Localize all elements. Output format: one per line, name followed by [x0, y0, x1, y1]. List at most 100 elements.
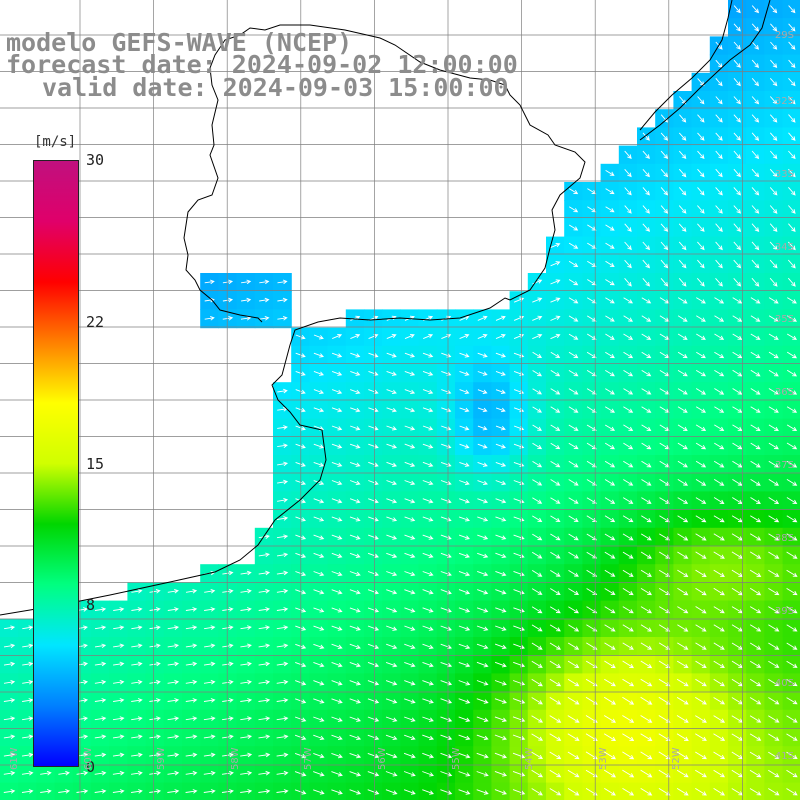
wind-arrow [567, 715, 580, 723]
wind-cell [746, 782, 765, 800]
wind-arrow [331, 352, 343, 358]
wind-arrow [751, 41, 760, 50]
wind-arrow [622, 569, 634, 577]
wind-arrow [367, 589, 379, 595]
wind-cell [782, 764, 800, 784]
wind-cell [728, 782, 747, 800]
wind-arrow [258, 752, 271, 758]
wind-arrow [167, 661, 180, 667]
wind-arrow [550, 388, 561, 395]
wind-arrow [331, 643, 343, 650]
wind-arrow [331, 407, 343, 413]
wind-arrow [768, 442, 779, 450]
wind-cell [782, 0, 800, 19]
wind-arrow [258, 570, 271, 576]
wind-arrow [386, 571, 398, 577]
wind-arrow [697, 259, 705, 269]
wind-arrow [3, 698, 16, 703]
wind-arrow [149, 770, 162, 776]
wind-arrow [750, 442, 761, 450]
wind-arrow [349, 752, 362, 759]
wind-arrow [769, 277, 778, 287]
wind-arrow [532, 370, 543, 377]
wind-arrow [769, 241, 778, 251]
wind-arrow [458, 534, 470, 540]
wind-arrow [586, 315, 597, 322]
wind-arrow [331, 625, 343, 631]
wind-arrow [587, 279, 597, 286]
wind-arrow [549, 624, 561, 632]
wind-arrow [622, 515, 634, 523]
wind-arrow [715, 150, 723, 160]
wind-arrow [404, 333, 415, 340]
wind-arrow [294, 771, 307, 777]
wind-arrow [786, 788, 798, 796]
wind-arrow [640, 642, 653, 650]
wind-arrow [404, 734, 416, 741]
wind-arrow [113, 679, 125, 685]
wind-arrow [149, 789, 162, 794]
wind-arrow [367, 734, 380, 741]
wind-arrow [368, 352, 379, 358]
wind-arrow [713, 642, 725, 650]
wind-arrow [440, 643, 452, 650]
wind-arrow [295, 498, 306, 504]
wind-arrow [440, 607, 452, 613]
wind-arrow [604, 624, 616, 632]
wind-arrow [3, 789, 16, 794]
wind-arrow [3, 734, 16, 740]
wind-arrow [476, 607, 489, 613]
wind-arrow [695, 569, 707, 577]
wind-arrow [313, 680, 325, 686]
wind-arrow [605, 297, 615, 304]
wind-arrow [622, 497, 634, 504]
wind-arrow [3, 752, 16, 758]
wind-arrow [695, 751, 707, 760]
wind-arrow [676, 697, 689, 705]
wind-cell [782, 418, 800, 438]
wind-arrow [131, 716, 143, 721]
wind-arrow [276, 516, 289, 521]
wind-arrow [313, 407, 325, 413]
wind-arrow [604, 788, 616, 796]
wind-arrow [788, 114, 796, 123]
wind-arrow [770, 59, 778, 69]
wind-arrow [258, 661, 271, 667]
wind-arrow [131, 588, 143, 594]
wind-arrow [768, 697, 780, 705]
wind-arrow [368, 333, 379, 340]
wind-arrow [277, 425, 288, 430]
wind-arrow [678, 132, 687, 141]
wind-cell [782, 527, 800, 547]
wind-arrow [477, 389, 488, 394]
wind-cell [764, 782, 784, 800]
wind-arrow [131, 734, 143, 740]
wind-arrow [549, 660, 562, 668]
wind-arrow [495, 552, 507, 559]
wind-arrow [495, 570, 507, 577]
wind-arrow [185, 679, 198, 685]
wind-arrow [422, 407, 434, 413]
wind-arrow [331, 571, 343, 577]
wind-arrow [750, 479, 761, 486]
wind-arrow [295, 571, 307, 577]
wind-arrow [313, 643, 325, 649]
wind-arrow [331, 370, 343, 376]
wind-cell [418, 782, 438, 800]
wind-arrow [658, 551, 671, 559]
wind-arrow [495, 425, 506, 431]
wind-arrow [531, 697, 543, 705]
wind-arrow [622, 678, 635, 687]
wind-arrow [476, 789, 489, 795]
wind-arrow [495, 370, 506, 376]
latitude-label: 37S [774, 460, 794, 471]
wind-arrow [331, 789, 343, 795]
wind-arrow [750, 369, 761, 377]
wind-arrow [788, 132, 796, 141]
wind-arrow [422, 661, 434, 668]
wind-arrow [495, 333, 506, 340]
wind-arrow [368, 389, 379, 395]
wind-arrow [331, 607, 343, 613]
longitude-label: 56W [377, 747, 388, 770]
wind-arrow [622, 624, 634, 632]
